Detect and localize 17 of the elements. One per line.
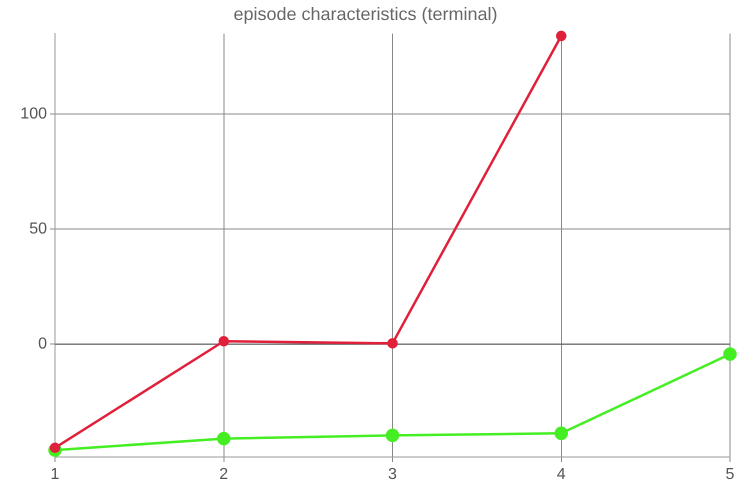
point <box>723 347 737 361</box>
x-tick-label: 4 <box>556 466 566 484</box>
x-tick-label: 1 <box>50 466 60 484</box>
y-tick-label: 0 <box>38 336 48 353</box>
point <box>554 426 568 440</box>
point <box>386 428 400 442</box>
x-tick-label: 3 <box>388 466 398 484</box>
point <box>50 442 60 454</box>
chart-title: episode characteristics (terminal) <box>233 4 498 24</box>
y-tick-label: 100 <box>20 106 48 123</box>
y-tick-label: 50 <box>29 220 48 238</box>
point <box>556 30 566 42</box>
point <box>217 432 230 446</box>
x-tick-label: 2 <box>219 466 228 484</box>
point <box>218 336 229 347</box>
x-tick-label: 5 <box>726 466 735 484</box>
point <box>387 338 398 349</box>
